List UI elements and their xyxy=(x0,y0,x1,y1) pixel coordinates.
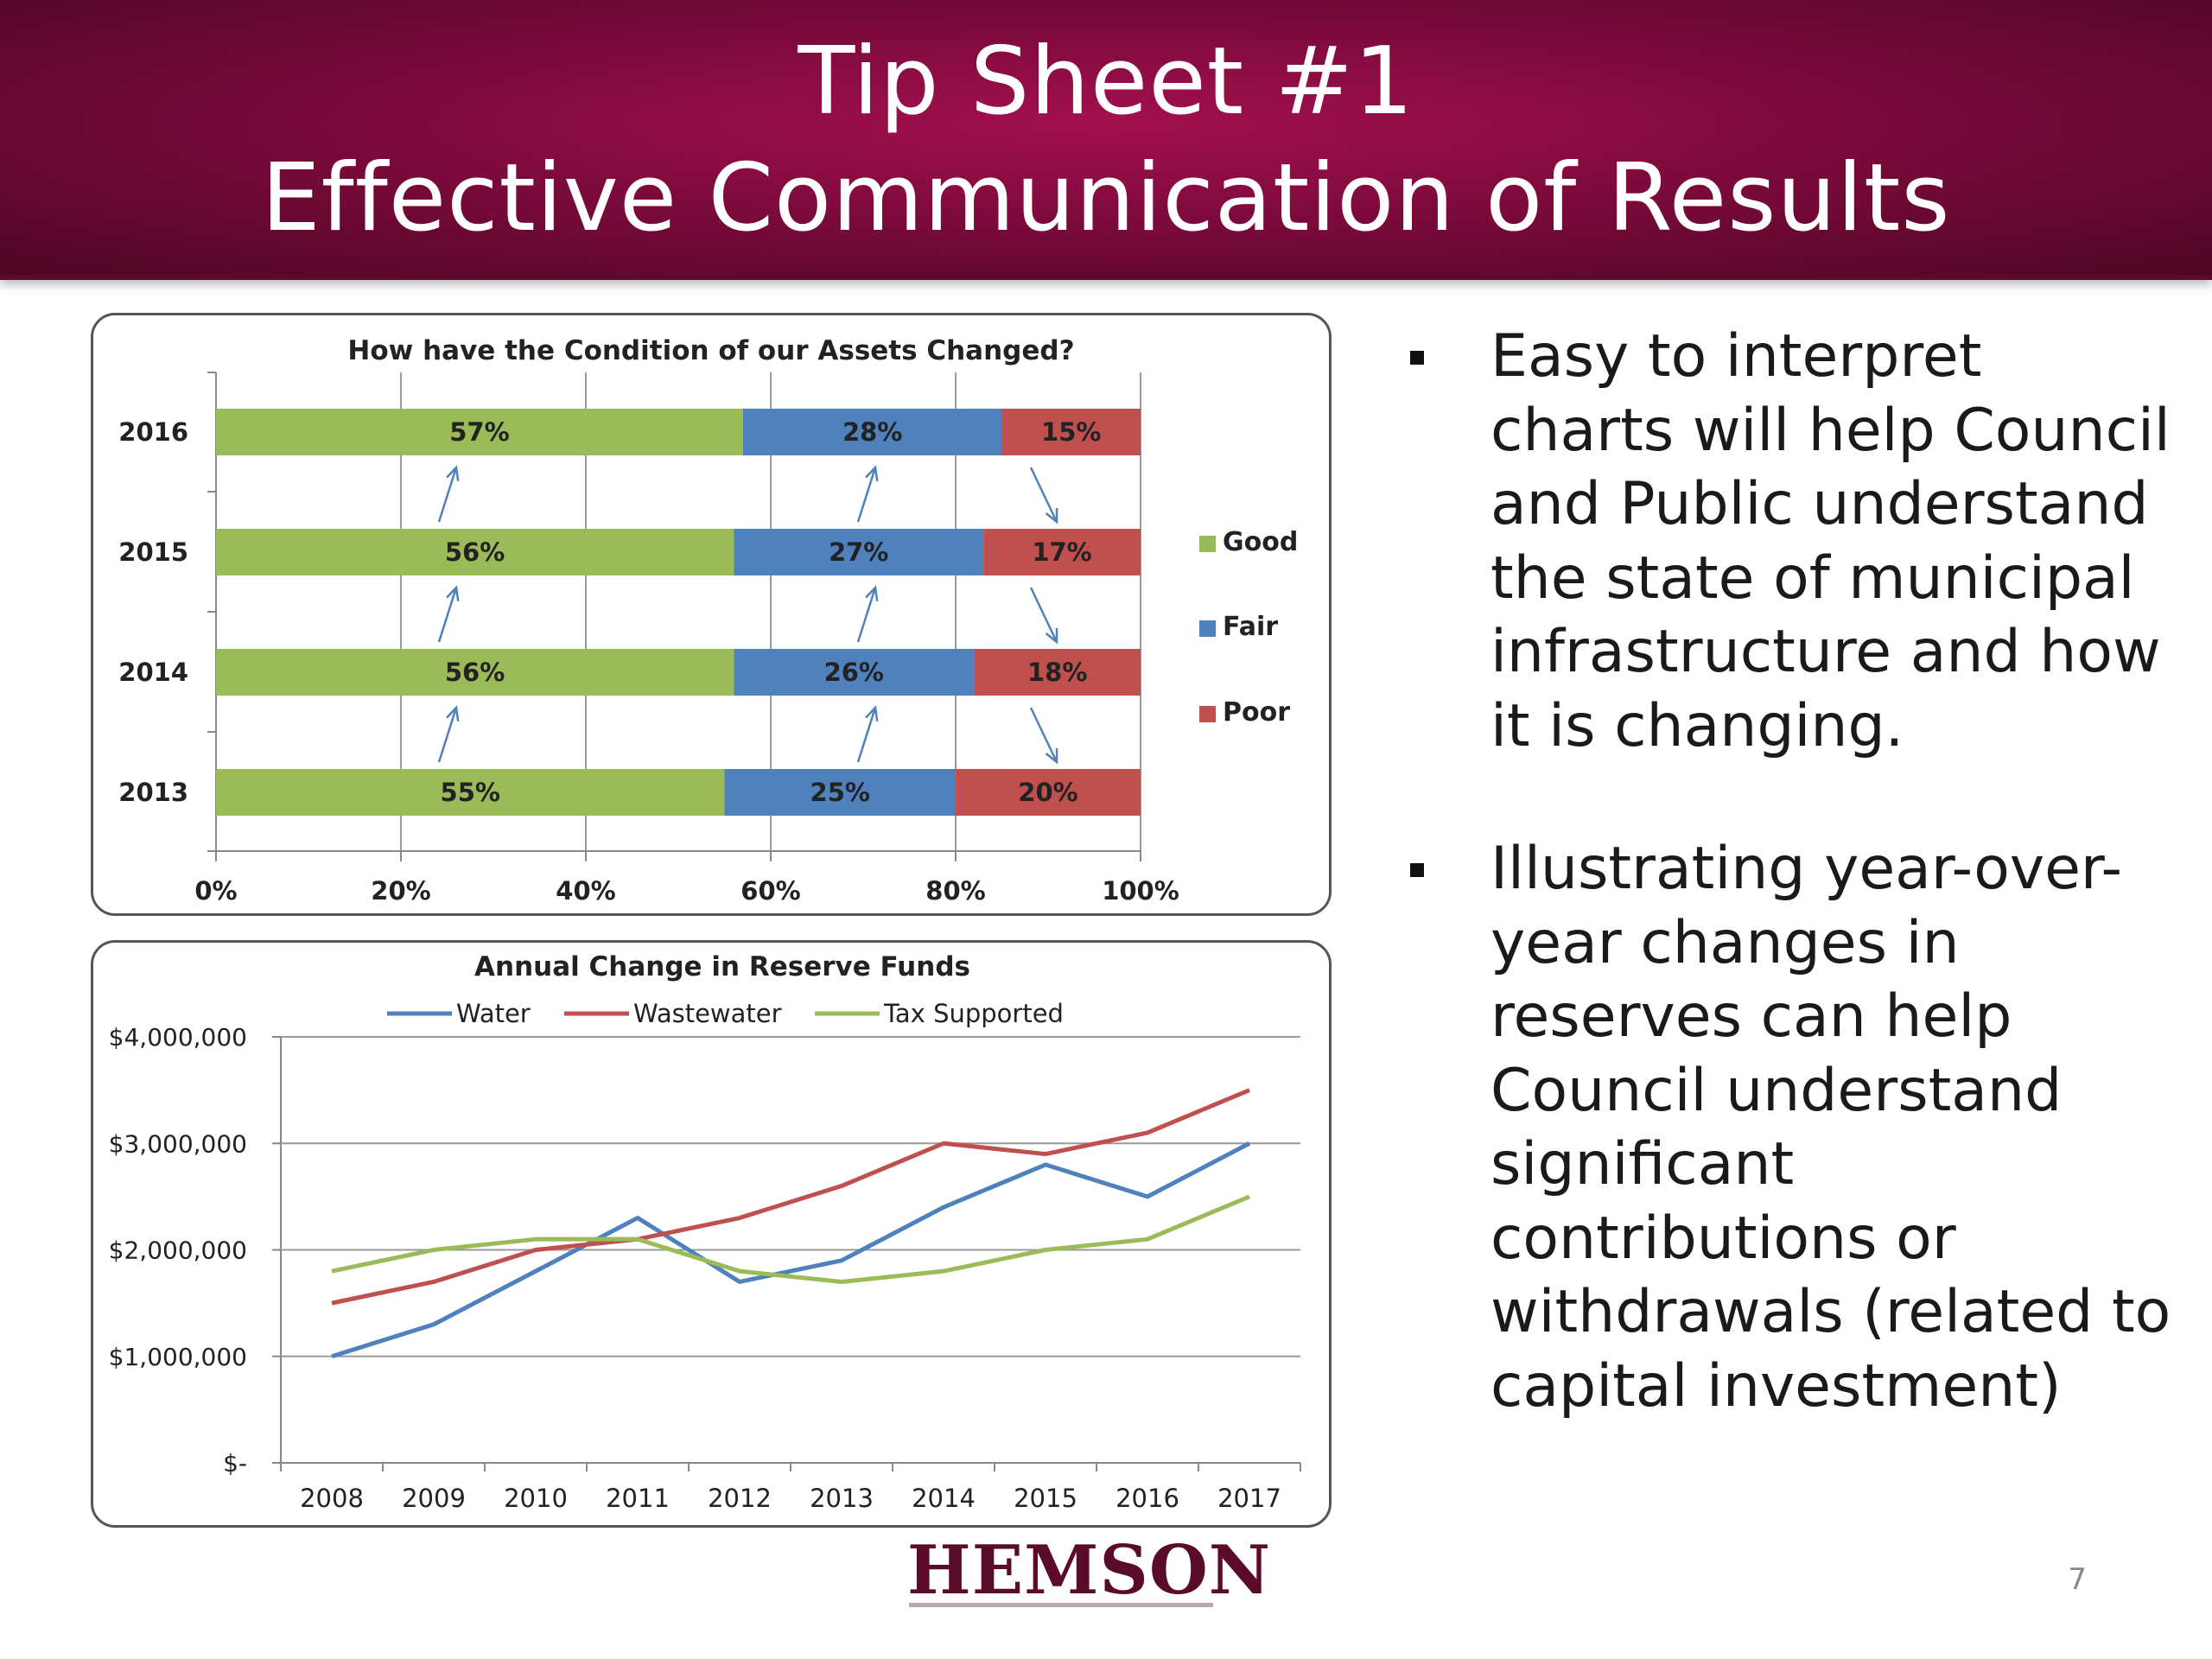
bar-fair xyxy=(734,529,984,575)
arrow-up-icon xyxy=(865,585,879,602)
data-label: 26% xyxy=(824,658,884,687)
trend-arrow-line xyxy=(1029,707,1058,763)
x-tick-label: 80% xyxy=(925,876,985,906)
y-tick-label: 2013 xyxy=(118,778,188,807)
page-number: 7 xyxy=(2068,1562,2087,1597)
bullet-item: Illustrating year-over-year changes in r… xyxy=(1400,832,2177,1423)
trend-arrow-line xyxy=(437,587,458,643)
slide-title-line-1: Tip Sheet #1 xyxy=(798,28,1414,136)
y-tick-label: $3,000,000 xyxy=(109,1129,247,1158)
y-tick-label: 2014 xyxy=(118,658,188,687)
legend-label: Fair xyxy=(1223,612,1278,642)
x-tick-label: 2013 xyxy=(810,1484,874,1513)
chart-title: How have the Condition of our Assets Cha… xyxy=(347,335,1074,366)
trend-arrow-line xyxy=(856,467,877,523)
data-label: 18% xyxy=(1027,658,1087,687)
arrow-up-icon xyxy=(446,705,460,722)
trend-arrow-line xyxy=(437,467,458,523)
reserve-chart-panel: Annual Change in Reserve Funds Water Waste… xyxy=(91,940,1332,1528)
slide-title-line-2: Effective Communication of Results xyxy=(261,144,1951,252)
bar-fair xyxy=(742,409,1002,455)
arrow-down-icon xyxy=(1045,627,1058,645)
arrow-up-icon xyxy=(446,465,460,482)
legend-swatch xyxy=(1199,536,1216,552)
x-tick-label: 2008 xyxy=(300,1484,364,1513)
arrow-down-icon xyxy=(1045,507,1058,524)
legend-label: Poor xyxy=(1223,697,1290,728)
square-bullet-icon xyxy=(1410,351,1424,365)
arrow-up-icon xyxy=(446,585,460,602)
y-tick-label: 2016 xyxy=(118,417,188,447)
logo-underline xyxy=(909,1603,1213,1607)
x-tick-label: 2015 xyxy=(1014,1484,1077,1513)
reserve-line-chart: Annual Change in Reserve Funds Water Waste… xyxy=(109,951,1301,1513)
x-tick-label: 2014 xyxy=(912,1484,976,1513)
trend-arrow-line xyxy=(856,587,877,643)
condition-chart-panel: How have the Condition of our Assets Cha… xyxy=(91,313,1332,916)
bar-good xyxy=(216,409,743,455)
y-tick-label: $1,000,000 xyxy=(109,1343,247,1371)
y-tick-label: $4,000,000 xyxy=(109,1023,247,1052)
legend-label: Water xyxy=(456,999,531,1028)
bar-poor xyxy=(974,649,1141,696)
data-label: 27% xyxy=(829,537,888,567)
data-label: 15% xyxy=(1041,417,1101,447)
x-tick-label: 2016 xyxy=(1116,1484,1179,1513)
x-tick-label: 2017 xyxy=(1217,1484,1281,1513)
square-bullet-icon xyxy=(1410,863,1424,877)
bar-poor xyxy=(983,529,1141,575)
data-label: 56% xyxy=(445,537,505,567)
data-label: 17% xyxy=(1032,537,1091,567)
y-tick-label: 2015 xyxy=(118,537,188,567)
bullet-item: Easy to interpret charts will help Counc… xyxy=(1400,320,2177,763)
title-banner: Tip Sheet #1 Effective Communication of … xyxy=(0,0,2212,280)
series-line-water xyxy=(331,1141,1251,1359)
x-tick-label: 2009 xyxy=(402,1484,466,1513)
bar-poor xyxy=(956,769,1141,816)
series-line-wastewater xyxy=(331,1088,1250,1306)
bar-poor xyxy=(1001,409,1141,455)
bar-fair xyxy=(724,769,956,816)
legend-label: Tax Supported xyxy=(883,999,1064,1028)
data-label: 57% xyxy=(449,417,509,447)
bar-good xyxy=(216,769,725,816)
x-tick-label: 2011 xyxy=(606,1484,670,1513)
arrow-down-icon xyxy=(1045,747,1058,765)
bullet-text: Illustrating year-over-year changes in r… xyxy=(1491,835,2171,1421)
chart-title: Annual Change in Reserve Funds xyxy=(474,951,970,982)
trend-arrow-line xyxy=(1029,467,1058,523)
legend-swatch xyxy=(1199,620,1216,637)
data-label: 28% xyxy=(842,417,902,447)
condition-bar-chart: How have the Condition of our Assets Cha… xyxy=(118,335,1298,906)
hemson-logo: HEMSON xyxy=(907,1531,1272,1610)
data-label: 56% xyxy=(445,658,505,687)
x-tick-label: 2012 xyxy=(708,1484,772,1513)
series-line-tax-supported xyxy=(331,1194,1250,1284)
trend-arrow-line xyxy=(437,707,458,763)
legend-label: Wastewater xyxy=(633,999,782,1028)
legend-swatch xyxy=(1199,706,1216,722)
arrow-up-icon xyxy=(865,705,879,722)
x-tick-label: 0% xyxy=(194,876,237,906)
x-tick-label: 60% xyxy=(741,876,800,906)
legend-label: Good xyxy=(1223,527,1298,557)
bar-good xyxy=(216,649,734,696)
y-tick-label: $- xyxy=(223,1449,247,1478)
data-label: 55% xyxy=(441,778,500,807)
bullet-text: Easy to interpret charts will help Counc… xyxy=(1491,322,2171,760)
data-label: 20% xyxy=(1018,778,1077,807)
bar-fair xyxy=(734,649,975,696)
x-tick-label: 100% xyxy=(1102,876,1179,906)
x-tick-label: 40% xyxy=(556,876,615,906)
arrow-up-icon xyxy=(865,465,879,482)
bar-good xyxy=(216,529,734,575)
trend-arrow-line xyxy=(1029,587,1058,643)
x-tick-label: 2010 xyxy=(504,1484,568,1513)
trend-arrow-line xyxy=(856,707,877,763)
data-label: 25% xyxy=(810,778,870,807)
y-tick-label: $2,000,000 xyxy=(109,1236,247,1265)
bullet-list: Easy to interpret charts will help Counc… xyxy=(1400,320,2177,1423)
x-tick-label: 20% xyxy=(371,876,430,906)
